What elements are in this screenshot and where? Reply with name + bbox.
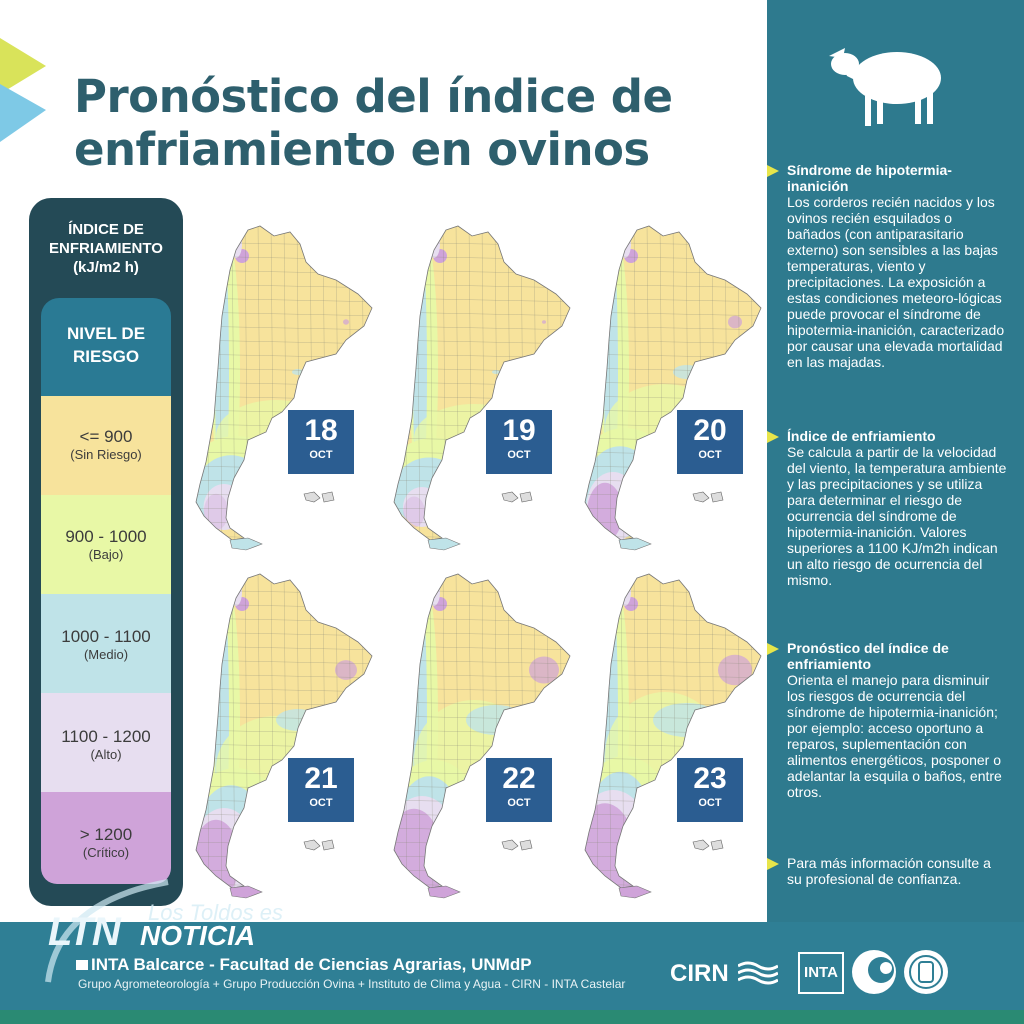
legend-header-line: NIVEL DE: [66, 324, 146, 343]
date-box: 21 OCT: [288, 758, 354, 822]
triangle-bullet-icon: [767, 431, 779, 443]
page-title: Pronóstico del índice de enfriamiento en…: [74, 70, 754, 176]
risk-map-23: [584, 573, 762, 899]
sidebar-heading: Índice de enfriamiento: [787, 428, 936, 444]
band-range: 1100 - 1200: [61, 727, 151, 746]
risk-map-18: [195, 225, 373, 551]
inta-logo: INTA: [798, 952, 844, 994]
date-box: 19 OCT: [486, 410, 552, 474]
legend-band-critico: > 1200 (Crítico): [41, 792, 171, 884]
band-level: (Crítico): [82, 845, 130, 860]
watermark-noticia: NOTICIA: [140, 920, 256, 951]
legend-band-sin-riesgo: <= 900 (Sin Riesgo): [41, 396, 171, 495]
date-month: OCT: [309, 449, 333, 461]
band-level: (Medio): [83, 647, 129, 662]
sidebar-body: Para más información consulte a su profe…: [787, 855, 991, 887]
sidebar-item-mas-info: Para más información consulte a su profe…: [767, 855, 1009, 887]
cirn-waves-icon: [738, 961, 778, 985]
risk-map-19: [393, 225, 571, 551]
legend-band-bajo: 900 - 1000 (Bajo): [41, 495, 171, 594]
triangle-bullet-icon: [767, 858, 779, 870]
footer: INTA Balcarce - Facultad de Ciencias Agr…: [0, 922, 1024, 1024]
corner-decoration: [0, 38, 46, 142]
risk-map-22: [393, 573, 571, 899]
footer-groups: Grupo Agrometeorología + Grupo Producció…: [78, 977, 626, 991]
date-month: OCT: [698, 449, 722, 461]
band-level: (Bajo): [88, 547, 124, 562]
legend-band-medio: 1000 - 1100 (Medio): [41, 594, 171, 693]
date-day: 22: [502, 762, 536, 795]
legend-title-line: ÍNDICE DE: [68, 221, 144, 238]
band-level: (Sin Riesgo): [70, 447, 142, 462]
sidebar-body: Los corderos recién nacidos y los ovinos…: [787, 194, 1005, 370]
sidebar-body: Se calcula a partir de la velocidad del …: [787, 444, 1007, 588]
date-day: 18: [304, 414, 338, 447]
legend-header: NIVEL DE RIESGO: [41, 298, 171, 396]
university-crescent-icon: [852, 950, 896, 994]
legend-band-alto: 1100 - 1200 (Alto): [41, 693, 171, 792]
title-line-2: enfriamiento en ovinos: [74, 123, 650, 176]
inta-logo-text: INTA: [804, 964, 838, 981]
date-day: 19: [502, 414, 536, 447]
date-month: OCT: [698, 797, 722, 809]
date-month: OCT: [507, 797, 531, 809]
watermark-ltn: LTN: [48, 910, 121, 954]
date-box: 23 OCT: [677, 758, 743, 822]
risk-map-20: [584, 225, 762, 551]
date-box: 22 OCT: [486, 758, 552, 822]
sidebar-item-pronostico: Pronóstico del índice de enfriamiento Or…: [767, 640, 1009, 800]
info-sidebar: Síndrome de hipotermia-inanición Los cor…: [767, 0, 1024, 922]
band-range: > 1200: [79, 825, 133, 844]
watermark-small-text: Los Toldos es: [148, 900, 283, 925]
footer-main-text: INTA Balcarce - Facultad de Ciencias Agr…: [91, 955, 532, 974]
date-day: 20: [693, 414, 727, 447]
cirn-logo: CIRN: [670, 960, 729, 987]
date-day: 21: [304, 762, 338, 795]
sheep-icon: [829, 48, 941, 126]
risk-map-21: [195, 573, 373, 899]
band-range: <= 900: [79, 427, 133, 446]
band-range: 900 - 1000: [65, 527, 147, 546]
band-range: 1000 - 1100: [61, 627, 151, 646]
seal-icon: [904, 950, 948, 994]
date-box: 18 OCT: [288, 410, 354, 474]
date-day: 23: [693, 762, 727, 795]
legend-panel: ÍNDICE DE ENFRIAMIENTO (kJ/m2 h) NIVEL D…: [29, 198, 183, 906]
triangle-bullet-icon: [767, 165, 779, 177]
legend-title: ÍNDICE DE ENFRIAMIENTO (kJ/m2 h): [29, 220, 183, 277]
legend-header-line: RIESGO: [72, 347, 140, 366]
footer-stripe: [0, 1010, 1024, 1024]
legend-title-line: ENFRIAMIENTO: [49, 240, 163, 257]
sidebar-item-hipotermia: Síndrome de hipotermia-inanición Los cor…: [767, 162, 1009, 370]
date-month: OCT: [507, 449, 531, 461]
date-box: 20 OCT: [677, 410, 743, 474]
title-line-1: Pronóstico del índice de: [74, 70, 673, 123]
triangle-bullet-icon: [767, 643, 779, 655]
legend-title-line: (kJ/m2 h): [73, 259, 139, 276]
date-month: OCT: [309, 797, 333, 809]
band-level: (Alto): [90, 747, 122, 762]
sidebar-heading: Pronóstico del índice de enfriamiento: [787, 640, 949, 672]
sidebar-heading: Síndrome de hipotermia-inanición: [787, 162, 952, 194]
watermark-swoosh: [45, 879, 169, 983]
footer-institution: INTA Balcarce - Facultad de Ciencias Agr…: [76, 955, 532, 975]
sidebar-body: Orienta el manejo para disminuir los rie…: [787, 672, 1002, 800]
square-icon: [76, 960, 88, 970]
sidebar-item-indice: Índice de enfriamiento Se calcula a part…: [767, 428, 1009, 588]
